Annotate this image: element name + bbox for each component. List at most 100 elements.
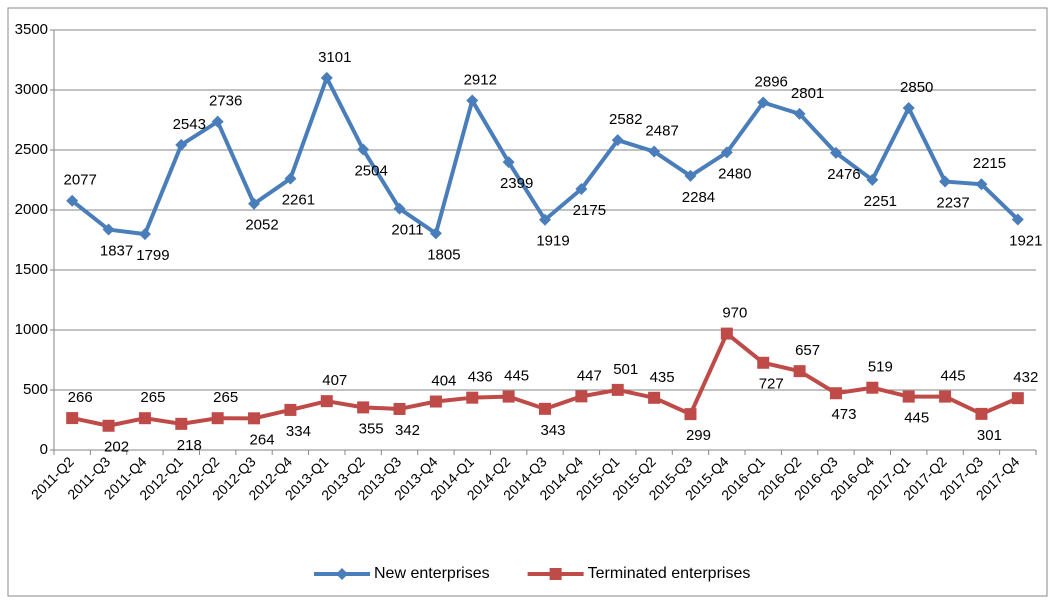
- marker: [648, 391, 661, 404]
- marker: [720, 327, 733, 340]
- data-label: 435: [650, 369, 675, 386]
- marker: [393, 202, 406, 215]
- marker: [284, 172, 297, 185]
- data-label: 2582: [609, 111, 642, 128]
- data-label: 2480: [718, 165, 751, 182]
- marker: [684, 169, 697, 182]
- marker: [66, 194, 79, 207]
- marker: [939, 175, 952, 188]
- marker: [357, 401, 370, 414]
- data-label: 657: [795, 342, 820, 359]
- marker: [175, 417, 188, 430]
- marker: [357, 143, 370, 156]
- data-label: 447: [577, 367, 602, 384]
- marker: [1011, 213, 1024, 226]
- data-label: 2261: [282, 192, 315, 209]
- data-label: 334: [286, 423, 311, 440]
- data-label: 407: [322, 372, 347, 389]
- y-tick-label: 1500: [15, 261, 48, 278]
- marker: [902, 102, 915, 114]
- marker: [502, 390, 515, 403]
- y-tick-label: 2500: [15, 141, 48, 158]
- data-label: 1799: [136, 247, 169, 264]
- data-label: 2543: [173, 116, 206, 133]
- data-label: 2736: [209, 93, 242, 110]
- chart-border: [7, 7, 1048, 597]
- data-label: 202: [104, 439, 129, 456]
- marker: [975, 407, 988, 420]
- marker: [611, 383, 624, 396]
- data-label: 2399: [500, 175, 533, 192]
- y-tick-label: 3500: [15, 21, 48, 38]
- data-label: 1837: [100, 243, 133, 260]
- data-label: 2052: [245, 217, 278, 234]
- marker: [939, 390, 952, 403]
- data-label: 473: [831, 406, 856, 423]
- data-label: 519: [868, 359, 893, 376]
- marker: [248, 412, 261, 425]
- data-label: 266: [68, 389, 93, 406]
- data-label: 2801: [791, 85, 824, 102]
- marker: [793, 107, 806, 120]
- data-label: 265: [140, 389, 165, 406]
- data-label: 1919: [536, 233, 569, 250]
- data-label: 2476: [827, 166, 860, 183]
- data-label: 1921: [1009, 232, 1042, 249]
- data-label: 432: [1013, 369, 1038, 386]
- data-label: 2284: [682, 189, 715, 206]
- data-label: 436: [468, 369, 493, 386]
- data-label: 3101: [318, 49, 351, 66]
- data-label: 299: [686, 427, 711, 444]
- data-label: 2912: [464, 72, 497, 89]
- marker: [866, 173, 879, 186]
- marker: [102, 223, 115, 236]
- marker: [829, 146, 842, 159]
- marker: [829, 387, 842, 400]
- marker: [793, 365, 806, 378]
- marker: [502, 156, 515, 169]
- y-tick-label: 1000: [15, 321, 48, 338]
- data-label: 343: [540, 422, 565, 439]
- marker: [466, 94, 479, 107]
- marker: [284, 403, 297, 416]
- marker: [539, 213, 551, 226]
- marker: [102, 419, 115, 432]
- marker: [211, 115, 224, 128]
- marker: [720, 146, 733, 159]
- marker: [393, 402, 406, 415]
- marker: [575, 183, 588, 195]
- data-label: 264: [250, 431, 275, 448]
- marker: [1011, 392, 1024, 405]
- data-label: 218: [177, 437, 202, 454]
- data-label: 2175: [573, 202, 606, 219]
- marker: [866, 381, 879, 394]
- data-label: 445: [504, 368, 529, 385]
- marker: [611, 134, 624, 147]
- data-label: 1805: [427, 246, 460, 263]
- marker: [539, 402, 551, 415]
- data-label: 501: [613, 361, 638, 378]
- legend-marker: [549, 568, 562, 580]
- data-label: 2237: [936, 195, 969, 212]
- data-label: 2077: [63, 172, 96, 189]
- data-label: 445: [941, 368, 966, 385]
- data-label: 265: [213, 389, 238, 406]
- legend-label: New enterprises: [374, 565, 490, 582]
- marker: [975, 178, 988, 191]
- marker: [320, 71, 333, 84]
- data-label: 2251: [864, 193, 897, 210]
- marker: [757, 356, 770, 369]
- data-label: 2215: [973, 155, 1006, 172]
- data-label: 2850: [900, 79, 933, 96]
- marker: [757, 96, 770, 109]
- data-label: 342: [395, 422, 420, 439]
- marker: [684, 408, 697, 421]
- data-label: 2011: [391, 222, 423, 239]
- marker: [138, 412, 151, 425]
- marker: [175, 138, 188, 151]
- legend-marker: [336, 568, 348, 580]
- data-label: 2896: [755, 73, 788, 90]
- data-label: 970: [722, 305, 747, 322]
- marker: [902, 390, 915, 403]
